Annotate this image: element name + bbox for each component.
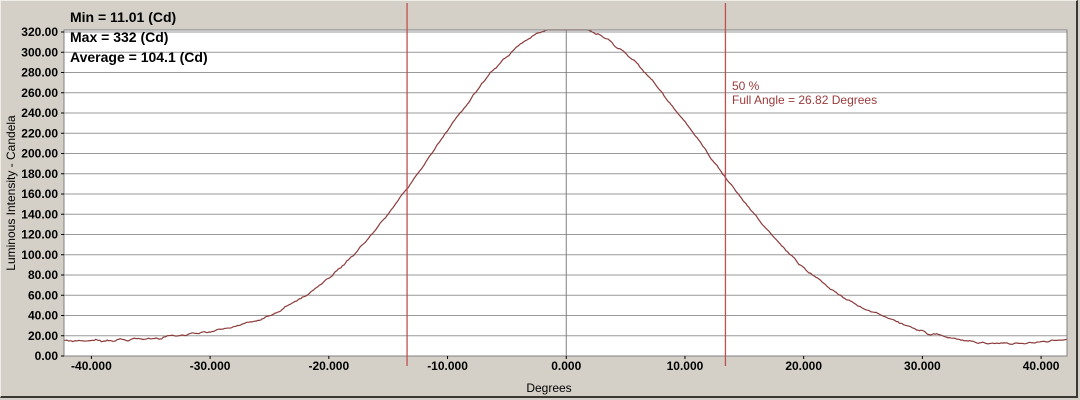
svg-text:Luminous Intensity - Candela: Luminous Intensity - Candela [4, 115, 18, 271]
svg-text:40.000: 40.000 [1023, 359, 1060, 373]
svg-text:Max = 332 (Cd): Max = 332 (Cd) [70, 29, 168, 45]
svg-text:80.00: 80.00 [28, 268, 58, 282]
svg-text:30.000: 30.000 [904, 359, 941, 373]
svg-text:100.00: 100.00 [21, 248, 58, 262]
svg-text:10.000: 10.000 [667, 359, 704, 373]
svg-text:Full Angle = 26.82 Degrees: Full Angle = 26.82 Degrees [732, 93, 877, 107]
svg-text:160.00: 160.00 [21, 187, 58, 201]
svg-text:140.00: 140.00 [21, 207, 58, 221]
svg-text:-30.000: -30.000 [190, 359, 231, 373]
svg-text:240.00: 240.00 [21, 106, 58, 120]
svg-text:120.00: 120.00 [21, 228, 58, 242]
svg-text:0.000: 0.000 [551, 359, 581, 373]
svg-text:0.00: 0.00 [35, 349, 59, 363]
svg-text:50 %: 50 % [732, 79, 760, 93]
svg-text:40.00: 40.00 [28, 309, 58, 323]
svg-text:300.00: 300.00 [21, 45, 58, 59]
svg-text:Average = 104.1 (Cd): Average = 104.1 (Cd) [70, 49, 208, 65]
svg-text:260.00: 260.00 [21, 86, 58, 100]
svg-text:200.00: 200.00 [21, 147, 58, 161]
svg-text:60.00: 60.00 [28, 288, 58, 302]
svg-text:20.00: 20.00 [28, 329, 58, 343]
svg-text:180.00: 180.00 [21, 167, 58, 181]
svg-text:-10.000: -10.000 [427, 359, 468, 373]
svg-text:-20.000: -20.000 [308, 359, 349, 373]
svg-text:-40.000: -40.000 [71, 359, 112, 373]
svg-text:320.00: 320.00 [21, 25, 58, 39]
svg-text:220.00: 220.00 [21, 126, 58, 140]
svg-text:280.00: 280.00 [21, 66, 58, 80]
svg-text:20.000: 20.000 [785, 359, 822, 373]
svg-text:Degrees: Degrees [526, 381, 571, 395]
svg-text:Min = 11.01 (Cd): Min = 11.01 (Cd) [70, 9, 176, 25]
